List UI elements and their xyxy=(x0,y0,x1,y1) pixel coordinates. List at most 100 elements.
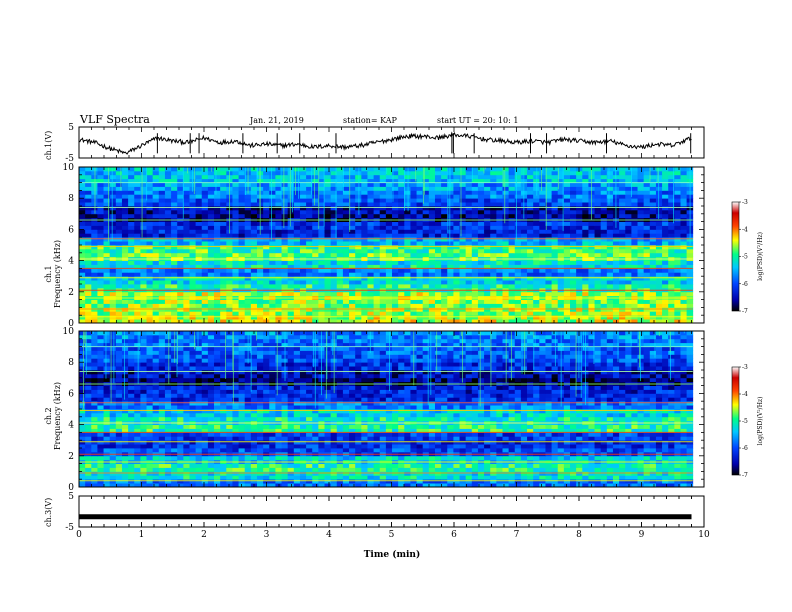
heatmap-cell xyxy=(306,213,313,219)
heatmap-cell xyxy=(416,167,424,172)
heatmap-cell xyxy=(109,248,117,254)
heatmap-cell xyxy=(527,213,534,219)
heatmap-cell xyxy=(287,167,295,172)
heatmap-cell xyxy=(619,483,626,488)
heatmap-cell xyxy=(600,174,608,180)
heatmap-cell xyxy=(563,264,571,269)
heatmap-cell xyxy=(533,202,540,207)
heatmap-cell xyxy=(121,206,129,211)
heatmap-cell xyxy=(269,299,276,304)
heatmap-cell xyxy=(287,471,295,476)
heatmap-cell xyxy=(85,194,92,199)
heatmap-cell xyxy=(533,241,540,246)
heatmap-cell xyxy=(453,186,460,191)
heatmap-cell xyxy=(164,307,172,312)
heatmap-cell xyxy=(299,291,307,297)
heatmap-cell xyxy=(79,174,86,180)
heatmap-cell xyxy=(600,284,608,289)
heatmap-cell xyxy=(631,299,638,304)
heatmap-cell xyxy=(680,319,688,324)
heatmap-cell xyxy=(606,252,614,258)
figure-title: VLF Spectra xyxy=(79,113,150,126)
heatmap-cell xyxy=(680,264,688,269)
heatmap-cell xyxy=(545,198,552,203)
heatmap-cell xyxy=(594,245,602,250)
heatmap-cell xyxy=(447,194,454,199)
heatmap-cell xyxy=(201,198,209,203)
heatmap-cell xyxy=(416,213,424,219)
heatmap-cell xyxy=(349,241,356,246)
heatmap-cell xyxy=(250,311,258,316)
heatmap-cell xyxy=(115,284,123,289)
heatmap-cell xyxy=(588,303,595,308)
heatmap-cell xyxy=(158,182,166,187)
heatmap-cell xyxy=(686,248,694,254)
heatmap-cell xyxy=(563,479,571,484)
heatmap-cell xyxy=(158,174,166,180)
heatmap-cell xyxy=(570,284,577,289)
heatmap-cell xyxy=(146,471,154,476)
heatmap-cell xyxy=(557,272,565,277)
heatmap-cell xyxy=(121,280,129,285)
heatmap-cell xyxy=(410,471,417,476)
heatmap-cell xyxy=(594,268,602,273)
heatmap-cell xyxy=(220,252,227,258)
heatmap-cell xyxy=(570,237,577,242)
heatmap-cell xyxy=(662,315,669,320)
heatmap-cell xyxy=(330,182,338,187)
heatmap-cell xyxy=(459,178,467,183)
heatmap-cell xyxy=(367,260,374,265)
heatmap-cell xyxy=(146,315,154,320)
heatmap-cell xyxy=(79,241,86,246)
heatmap-cell xyxy=(539,245,546,250)
heatmap-cell xyxy=(502,213,510,219)
heatmap-cell xyxy=(539,284,546,289)
heatmap-cell xyxy=(410,307,417,312)
heatmap-cell xyxy=(606,475,614,480)
heatmap-cell xyxy=(557,237,565,242)
heatmap-cell xyxy=(349,483,356,488)
heatmap-cell xyxy=(637,264,645,269)
heatmap-cell xyxy=(342,479,350,484)
heatmap-cell xyxy=(447,307,454,312)
heatmap-cell xyxy=(422,194,430,199)
heatmap-cell xyxy=(152,167,160,172)
heatmap-cell xyxy=(404,483,411,488)
heatmap-cell xyxy=(79,276,86,281)
heatmap-cell xyxy=(643,479,651,484)
heatmap-cell xyxy=(662,213,669,219)
heatmap-cell xyxy=(287,467,295,472)
heatmap-cell xyxy=(263,471,270,476)
heatmap-cell xyxy=(471,225,479,230)
heatmap-cell xyxy=(250,299,258,304)
heatmap-cell xyxy=(527,182,534,187)
heatmap-cell xyxy=(477,307,485,312)
heatmap-cell xyxy=(674,475,681,480)
heatmap-cell xyxy=(158,167,166,172)
heatmap-cell xyxy=(588,233,595,238)
heatmap-cell xyxy=(214,291,221,297)
heatmap-cell xyxy=(477,209,485,215)
heatmap-cell xyxy=(594,206,602,211)
heatmap-cell xyxy=(496,229,503,234)
heatmap-cell xyxy=(306,311,313,316)
heatmap-cell xyxy=(91,284,98,289)
heatmap-cell xyxy=(207,233,215,238)
heatmap-cell xyxy=(674,307,681,312)
heatmap-cell xyxy=(103,483,111,488)
heatmap-cell xyxy=(434,167,442,172)
heatmap-cell xyxy=(134,225,141,230)
heatmap-cell xyxy=(287,299,295,304)
heatmap-cell xyxy=(238,229,246,234)
heatmap-cell xyxy=(238,299,246,304)
heatmap-cell xyxy=(238,186,246,191)
heatmap-cell xyxy=(336,198,344,203)
heatmap-cell xyxy=(134,213,141,219)
heatmap-cell xyxy=(91,202,98,207)
heatmap-cell xyxy=(668,483,675,488)
heatmap-cell xyxy=(459,284,467,289)
heatmap-cell xyxy=(336,174,344,180)
heatmap-cell xyxy=(97,190,104,195)
heatmap-cell xyxy=(502,291,510,297)
heatmap-cell xyxy=(471,186,479,191)
